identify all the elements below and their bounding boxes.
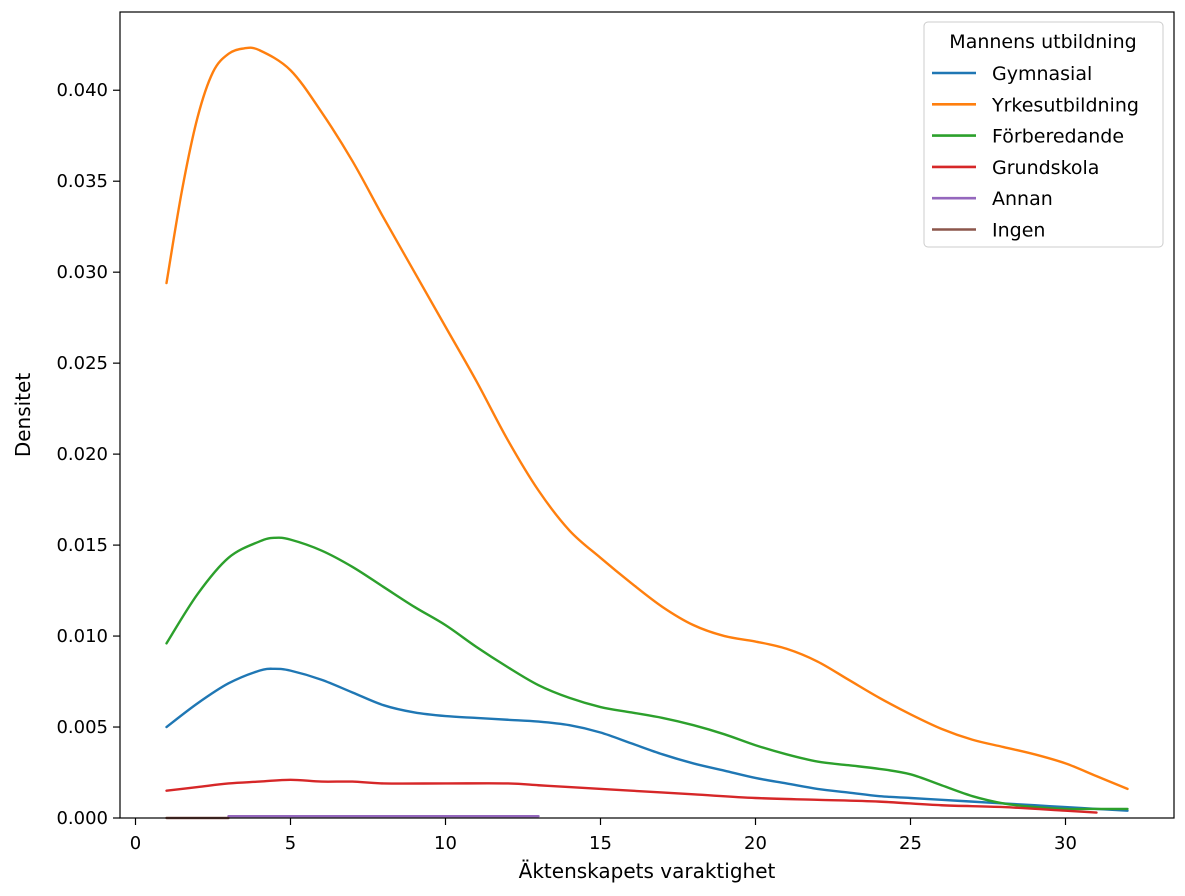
x-tick-label: 15 xyxy=(589,833,612,854)
y-tick-label: 0.035 xyxy=(56,171,108,192)
y-tick-label: 0.020 xyxy=(56,444,108,465)
legend-label-förberedande: Förberedande xyxy=(992,126,1124,148)
series-line-förberedande xyxy=(165,536,1129,811)
x-axis-label: Äktenskapets varaktighet xyxy=(519,859,776,883)
series-line-grundskola xyxy=(165,778,1098,814)
legend-label-yrkesutbildning: Yrkesutbildning xyxy=(991,94,1139,116)
y-tick-label: 0.030 xyxy=(56,262,108,283)
series-line-gymnasial xyxy=(165,667,1129,812)
legend-label-ingen: Ingen xyxy=(992,220,1045,242)
x-tick-label: 5 xyxy=(285,833,296,854)
series-layer xyxy=(165,46,1129,820)
y-tick-label: 0.015 xyxy=(56,535,108,556)
legend: Mannens utbildning Gymnasial Yrkesutbildn… xyxy=(923,21,1164,248)
series-line-yrkesutbildning xyxy=(165,46,1129,791)
legend-label-annan: Annan xyxy=(992,188,1053,210)
y-axis-label: Densitet xyxy=(11,373,35,458)
legend-entries: Gymnasial Yrkesutbildning Förberedande Grun… xyxy=(932,63,1139,242)
y-tick-label: 0.000 xyxy=(56,808,108,829)
legend-title: Mannens utbildning xyxy=(949,31,1136,53)
x-tick-label: 20 xyxy=(744,833,767,854)
plot-frame xyxy=(119,11,1175,819)
y-axis: 0.000 0.005 0.010 0.015 0.020 0.025 0.030 0.035… xyxy=(56,80,120,829)
y-tick-label: 0.025 xyxy=(56,353,108,374)
y-tick-label: 0.010 xyxy=(56,626,108,647)
legend-box xyxy=(923,21,1164,248)
legend-label-grundskola: Grundskola xyxy=(992,157,1099,179)
legend-label-gymnasial: Gymnasial xyxy=(992,63,1092,85)
x-tick-label: 0 xyxy=(130,833,141,854)
x-axis: 0 5 10 15 20 25 30 xyxy=(130,818,1077,854)
y-tick-label: 0.005 xyxy=(56,717,108,738)
y-tick-label: 0.040 xyxy=(56,80,108,101)
x-tick-label: 10 xyxy=(434,833,457,854)
x-tick-label: 25 xyxy=(899,833,922,854)
x-tick-label: 30 xyxy=(1054,833,1077,854)
